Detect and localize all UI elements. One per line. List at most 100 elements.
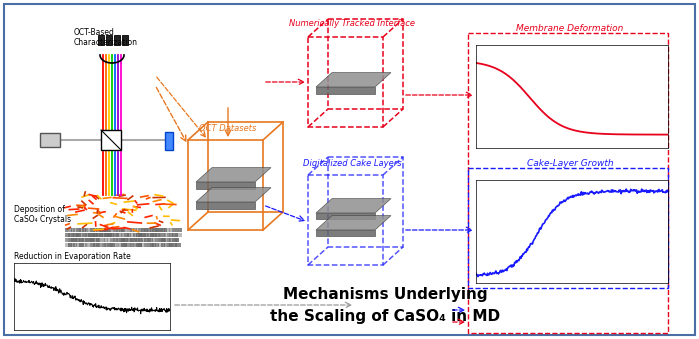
Bar <box>147 233 154 237</box>
Bar <box>108 233 111 237</box>
Bar <box>87 228 94 232</box>
Bar <box>161 238 166 242</box>
Bar <box>158 243 163 247</box>
Bar <box>124 233 129 237</box>
Bar <box>85 243 88 247</box>
Bar <box>164 233 169 237</box>
Bar <box>166 233 171 237</box>
Bar <box>158 228 163 232</box>
Bar <box>113 233 120 237</box>
Bar <box>136 228 143 232</box>
Bar <box>119 233 122 237</box>
Bar <box>71 238 77 242</box>
Bar <box>99 238 102 242</box>
Bar <box>141 238 145 242</box>
Bar <box>144 238 150 242</box>
Bar <box>65 228 69 232</box>
Polygon shape <box>316 230 375 236</box>
Bar <box>82 233 87 237</box>
Bar <box>133 238 140 242</box>
Bar <box>468 33 668 333</box>
Bar <box>127 238 133 242</box>
Bar <box>73 228 81 232</box>
Bar <box>147 228 154 232</box>
Bar <box>150 228 157 232</box>
Bar <box>106 35 112 45</box>
Bar <box>122 238 129 242</box>
Bar <box>138 228 145 232</box>
Bar <box>68 243 72 247</box>
Bar <box>116 233 119 237</box>
Bar <box>127 228 132 232</box>
Polygon shape <box>316 87 375 94</box>
Bar <box>119 238 124 242</box>
Text: Deposition of
CaSO₄ Crystals: Deposition of CaSO₄ Crystals <box>14 205 71 224</box>
Bar <box>169 243 173 247</box>
Bar <box>166 228 170 232</box>
Bar <box>68 238 73 242</box>
Bar <box>158 233 166 237</box>
Bar <box>122 35 128 45</box>
Bar <box>68 228 72 232</box>
Bar <box>93 243 99 247</box>
Bar <box>152 243 156 247</box>
Bar <box>147 238 151 242</box>
Bar <box>108 228 111 232</box>
Bar <box>175 228 182 232</box>
Bar <box>138 243 141 247</box>
Text: Numerically Tracked Interface: Numerically Tracked Interface <box>289 19 415 28</box>
Bar <box>161 243 165 247</box>
Bar <box>141 243 147 247</box>
Bar <box>130 238 138 242</box>
Bar <box>110 243 115 247</box>
Bar <box>73 238 80 242</box>
Bar <box>138 233 146 237</box>
Bar <box>104 238 108 242</box>
Bar <box>90 228 95 232</box>
Bar <box>175 233 182 237</box>
Bar <box>96 243 101 247</box>
Bar <box>127 233 131 237</box>
Bar <box>161 233 166 237</box>
Bar <box>150 243 154 247</box>
Bar <box>99 243 106 247</box>
Bar <box>155 243 159 247</box>
Bar <box>130 233 135 237</box>
Bar <box>161 228 165 232</box>
Text: OCT-Based
Characterization: OCT-Based Characterization <box>74 28 138 47</box>
Bar <box>85 228 88 232</box>
Bar <box>85 238 92 242</box>
Bar <box>175 238 180 242</box>
Bar <box>87 243 95 247</box>
Bar <box>152 228 158 232</box>
Bar <box>116 228 123 232</box>
Bar <box>90 233 97 237</box>
Bar <box>164 228 167 232</box>
Bar <box>124 228 127 232</box>
Bar <box>175 243 180 247</box>
Bar <box>108 238 115 242</box>
Bar <box>122 228 124 232</box>
Bar <box>114 35 120 45</box>
Text: Reduction in Evaporation Rate: Reduction in Evaporation Rate <box>14 252 131 261</box>
Bar <box>104 228 110 232</box>
Polygon shape <box>316 216 391 230</box>
Bar <box>85 233 90 237</box>
Bar <box>150 233 157 237</box>
Bar <box>110 238 117 242</box>
Bar <box>101 243 107 247</box>
Polygon shape <box>316 213 375 219</box>
Bar <box>76 243 82 247</box>
Bar <box>172 243 177 247</box>
Bar <box>76 228 81 232</box>
Bar <box>104 243 110 247</box>
Bar <box>82 228 86 232</box>
Bar <box>165 132 173 150</box>
Bar <box>155 238 163 242</box>
Text: Cake-Layer Growth: Cake-Layer Growth <box>526 159 613 168</box>
Bar <box>101 233 109 237</box>
Bar <box>110 233 114 237</box>
Bar <box>101 238 105 242</box>
Bar <box>468 168 668 288</box>
Bar <box>136 233 142 237</box>
